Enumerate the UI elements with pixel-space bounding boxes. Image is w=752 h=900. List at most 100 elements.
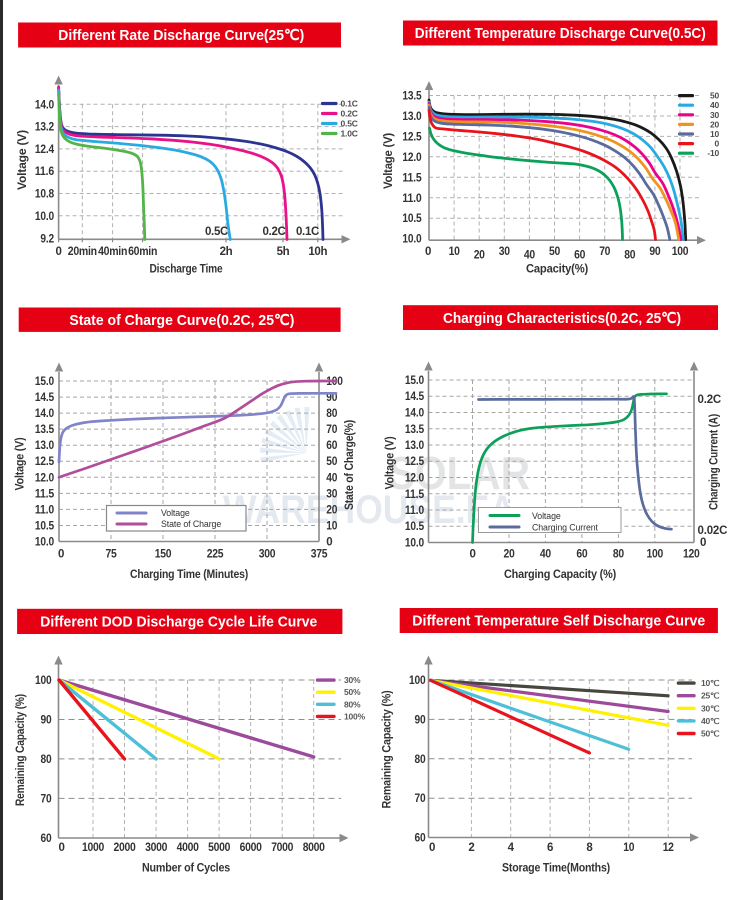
svg-text:10: 10 bbox=[449, 246, 460, 258]
svg-text:11.5: 11.5 bbox=[402, 172, 422, 184]
svg-text:9.2: 9.2 bbox=[40, 234, 54, 246]
svg-text:0.2C: 0.2C bbox=[262, 226, 285, 238]
svg-text:20: 20 bbox=[326, 504, 337, 516]
svg-text:60: 60 bbox=[574, 250, 585, 262]
svg-text:13.0: 13.0 bbox=[35, 440, 54, 452]
svg-text:20min: 20min bbox=[68, 246, 97, 258]
svg-text:11.5: 11.5 bbox=[35, 488, 55, 500]
svg-text:10.5: 10.5 bbox=[402, 213, 422, 225]
svg-text:50: 50 bbox=[710, 91, 720, 101]
svg-text:12.5: 12.5 bbox=[402, 131, 422, 143]
svg-text:100: 100 bbox=[647, 549, 664, 561]
svg-text:Remaining Capacity (%): Remaining Capacity (%) bbox=[15, 694, 27, 806]
svg-text:40min: 40min bbox=[98, 246, 127, 258]
svg-text:100: 100 bbox=[35, 675, 52, 687]
svg-text:10.5: 10.5 bbox=[35, 521, 55, 533]
svg-text:4000: 4000 bbox=[177, 842, 199, 854]
svg-text:State of Charge Curve(0.2C, 25: State of Charge Curve(0.2C, 25℃) bbox=[69, 312, 294, 329]
svg-text:0: 0 bbox=[56, 246, 62, 258]
svg-text:90: 90 bbox=[41, 715, 52, 727]
svg-text:2h: 2h bbox=[220, 246, 233, 258]
svg-text:12.4: 12.4 bbox=[35, 144, 55, 156]
svg-text:80: 80 bbox=[613, 549, 624, 561]
svg-text:10.0: 10.0 bbox=[35, 537, 54, 549]
svg-text:11.0: 11.0 bbox=[35, 504, 54, 516]
svg-text:100: 100 bbox=[672, 246, 689, 258]
svg-text:10.8: 10.8 bbox=[35, 189, 55, 201]
svg-text:120: 120 bbox=[683, 549, 700, 561]
svg-text:13.0: 13.0 bbox=[405, 440, 424, 452]
svg-text:Voltage (V): Voltage (V) bbox=[385, 436, 397, 489]
svg-text:30: 30 bbox=[326, 488, 337, 500]
svg-text:10: 10 bbox=[710, 129, 720, 139]
svg-text:70: 70 bbox=[41, 793, 52, 805]
svg-text:30: 30 bbox=[710, 110, 720, 120]
svg-text:50℃: 50℃ bbox=[701, 729, 720, 739]
svg-text:20: 20 bbox=[710, 119, 720, 129]
svg-text:13.0: 13.0 bbox=[402, 111, 421, 123]
svg-text:Storage Time(Months): Storage Time(Months) bbox=[502, 863, 610, 875]
svg-text:1.0C: 1.0C bbox=[341, 129, 358, 139]
svg-text:10℃: 10℃ bbox=[701, 678, 720, 688]
svg-text:0: 0 bbox=[469, 549, 475, 561]
svg-text:60: 60 bbox=[576, 549, 587, 561]
svg-text:12: 12 bbox=[663, 842, 674, 854]
svg-text:Voltage (V): Voltage (V) bbox=[383, 133, 395, 189]
svg-text:70: 70 bbox=[326, 424, 337, 436]
svg-text:20: 20 bbox=[504, 549, 515, 561]
svg-text:60: 60 bbox=[415, 833, 426, 845]
svg-text:0.5C: 0.5C bbox=[341, 119, 358, 129]
svg-text:State of Charge: State of Charge bbox=[161, 519, 221, 529]
svg-text:60: 60 bbox=[326, 440, 337, 452]
svg-text:90: 90 bbox=[649, 246, 660, 258]
svg-text:0: 0 bbox=[58, 842, 64, 854]
svg-text:15.0: 15.0 bbox=[35, 376, 54, 388]
svg-text:8: 8 bbox=[586, 842, 593, 854]
svg-text:12.0: 12.0 bbox=[35, 472, 54, 484]
svg-text:50%: 50% bbox=[344, 687, 361, 697]
svg-text:10: 10 bbox=[326, 521, 337, 533]
svg-text:Number of Cycles: Number of Cycles bbox=[142, 863, 230, 875]
svg-text:0: 0 bbox=[714, 139, 719, 149]
svg-text:0.02C: 0.02C bbox=[698, 525, 728, 537]
svg-text:40: 40 bbox=[710, 100, 720, 110]
svg-text:Charging Current: Charging Current bbox=[532, 523, 599, 533]
svg-text:14.5: 14.5 bbox=[405, 391, 425, 403]
svg-text:7000: 7000 bbox=[271, 842, 293, 854]
svg-text:0.2C: 0.2C bbox=[698, 394, 722, 406]
svg-text:90: 90 bbox=[326, 392, 337, 404]
svg-text:0.1C: 0.1C bbox=[296, 226, 319, 238]
svg-text:14.0: 14.0 bbox=[35, 408, 54, 420]
svg-text:10.5: 10.5 bbox=[405, 521, 425, 533]
svg-text:13.2: 13.2 bbox=[35, 122, 54, 134]
svg-text:225: 225 bbox=[207, 549, 224, 561]
svg-text:10.0: 10.0 bbox=[35, 211, 54, 223]
svg-text:80: 80 bbox=[624, 250, 635, 262]
svg-text:90: 90 bbox=[415, 714, 426, 726]
svg-text:Capacity(%): Capacity(%) bbox=[526, 264, 588, 276]
svg-text:0: 0 bbox=[700, 537, 706, 549]
svg-text:50: 50 bbox=[326, 456, 337, 468]
svg-text:6: 6 bbox=[547, 842, 553, 854]
svg-text:11.0: 11.0 bbox=[402, 193, 421, 205]
svg-text:2: 2 bbox=[468, 842, 474, 854]
svg-text:70: 70 bbox=[599, 246, 610, 258]
svg-text:100: 100 bbox=[409, 675, 426, 687]
svg-text:0.2C: 0.2C bbox=[341, 109, 358, 119]
svg-text:13.5: 13.5 bbox=[35, 424, 55, 436]
svg-text:30℃: 30℃ bbox=[701, 703, 720, 713]
svg-text:12.0: 12.0 bbox=[402, 152, 421, 164]
svg-text:11.6: 11.6 bbox=[35, 166, 54, 178]
svg-text:20: 20 bbox=[474, 250, 485, 262]
svg-text:80: 80 bbox=[415, 754, 426, 766]
svg-text:0: 0 bbox=[58, 549, 64, 561]
svg-text:Voltage (V): Voltage (V) bbox=[17, 130, 29, 190]
svg-text:Voltage (V): Voltage (V) bbox=[15, 437, 27, 490]
svg-text:5h: 5h bbox=[277, 246, 290, 258]
svg-text:0.1C: 0.1C bbox=[341, 99, 358, 109]
svg-text:80: 80 bbox=[326, 408, 337, 420]
svg-text:13.5: 13.5 bbox=[402, 91, 422, 103]
svg-text:70: 70 bbox=[415, 793, 426, 805]
svg-text:12.5: 12.5 bbox=[35, 456, 55, 468]
svg-text:Different Rate Discharge Curve: Different Rate Discharge Curve(25℃) bbox=[58, 27, 304, 44]
